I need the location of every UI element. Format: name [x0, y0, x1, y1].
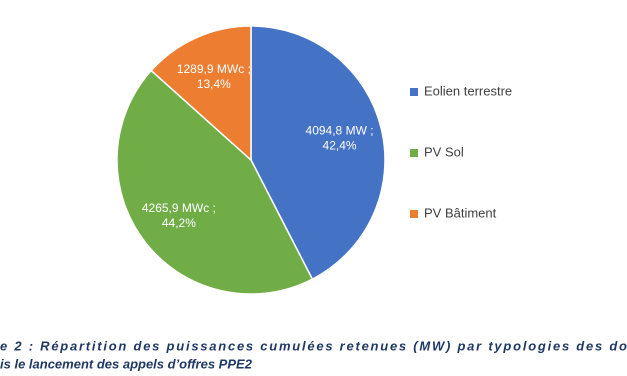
data-label: 13,4% [197, 77, 231, 91]
legend-swatch [410, 149, 418, 157]
legend-label: PV Sol [424, 144, 464, 159]
legend-swatch [410, 210, 418, 218]
data-label: 4094,8 MW ; [306, 124, 374, 138]
legend-label: Eolien terrestre [424, 83, 512, 98]
data-label: 4265,9 MWc ; [142, 201, 216, 215]
data-label: 1289,9 MWc ; [177, 62, 251, 76]
pie-slice [250, 25, 386, 281]
legend-label: PV Bâtiment [424, 205, 497, 220]
pie-slice [150, 25, 252, 162]
legend-swatch [410, 88, 418, 96]
data-label: 42,4% [323, 139, 357, 153]
caption: e 2 : Répartition des puissances cumulée… [0, 338, 627, 353]
data-label: 44,2% [162, 216, 196, 230]
pie-slice [116, 69, 314, 295]
caption: is le lancement des appels d’offres PPE2 [0, 356, 253, 371]
